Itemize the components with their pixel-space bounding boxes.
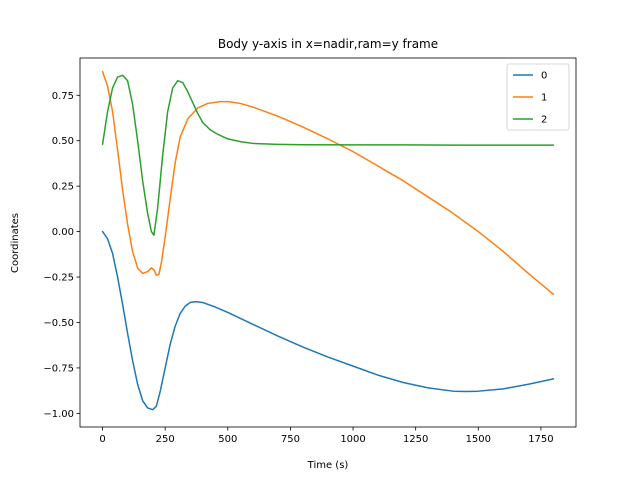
y-tick-label: −1.00 — [43, 409, 74, 420]
y-axis: −1.00 −0.75 −0.50 −0.25 0.00 0.25 0.50 0.75 — [43, 91, 80, 420]
legend-box — [506, 63, 570, 131]
series-line-0 — [101, 230, 555, 411]
legend-label-2: 2 — [541, 115, 547, 126]
x-tick-label: 750 — [281, 434, 300, 445]
y-tick-label: −0.25 — [43, 273, 74, 284]
x-tick-label: 1000 — [340, 434, 365, 445]
y-tick-label: 0.25 — [52, 182, 74, 193]
legend: 0 1 2 — [506, 63, 570, 131]
x-tick-label: 1750 — [528, 434, 553, 445]
x-axis: 0 250 500 750 1000 1250 1500 1750 — [99, 427, 554, 445]
x-tick-label: 0 — [99, 434, 105, 445]
plot-area — [79, 57, 577, 428]
x-tick-label: 1500 — [466, 434, 491, 445]
y-tick-label: −0.75 — [43, 363, 74, 374]
series-line-1 — [101, 70, 555, 296]
x-tick-label: 500 — [218, 434, 237, 445]
series-line-2 — [101, 74, 555, 236]
y-tick-label: 0.00 — [52, 227, 74, 238]
y-tick-label: 0.50 — [52, 136, 74, 147]
legend-label-1: 1 — [541, 93, 547, 104]
y-tick-label: 0.75 — [52, 91, 74, 102]
legend-label-0: 0 — [541, 71, 547, 82]
x-axis-label: Time (s) — [307, 460, 349, 471]
series-layer — [101, 70, 555, 411]
x-tick-label: 1250 — [403, 434, 428, 445]
plot-frame — [79, 57, 577, 428]
chart-title: Body y-axis in x=nadir,ram=y frame — [218, 37, 438, 51]
y-tick-label: −0.50 — [43, 318, 74, 329]
y-axis-label: Coordinates — [10, 213, 21, 273]
x-tick-label: 250 — [156, 434, 175, 445]
